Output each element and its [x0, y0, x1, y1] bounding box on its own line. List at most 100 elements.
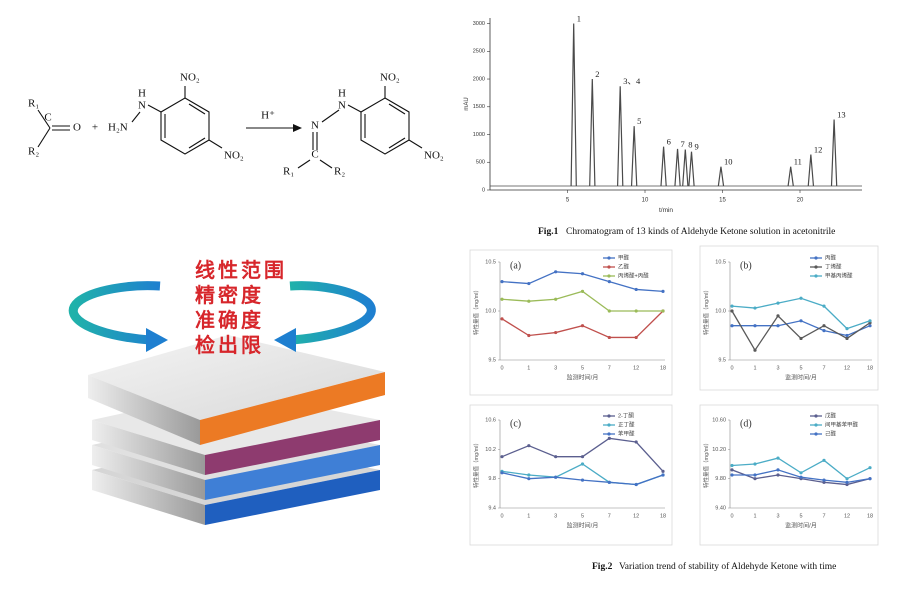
point: [730, 473, 734, 477]
x-tick-label: 20: [797, 198, 804, 204]
legend-marker: [814, 432, 818, 436]
panel-title: (d): [740, 418, 752, 429]
slab-side: [88, 375, 200, 445]
x-tick-label: 5: [581, 513, 584, 519]
point: [527, 473, 531, 477]
method-item: 线性范围: [195, 258, 287, 282]
peak: [688, 151, 695, 187]
point: [580, 478, 585, 482]
peak: [787, 166, 794, 187]
cycle-arrow: [68, 281, 161, 345]
y-tick-label: 2000: [473, 76, 485, 82]
line-chart: 9.40 9.80 10.20 10.60 0 1 3 5 7 12 18 监测时间/月 特性量值（mg…: [699, 404, 879, 546]
peak-label: 10: [724, 157, 733, 167]
point: [607, 480, 611, 484]
method-item: 检出限: [195, 333, 264, 357]
peak: [630, 126, 638, 187]
point: [554, 297, 558, 301]
legend-marker: [607, 265, 611, 269]
legend-marker: [814, 265, 818, 269]
peak-label: 12: [814, 144, 823, 154]
bond: [321, 109, 340, 123]
point: [554, 330, 558, 335]
y-tick-label: 9.40: [715, 505, 726, 511]
caption-label: Fig.1: [538, 227, 559, 237]
r1: R₁: [283, 166, 294, 178]
x-axis-label: 监测时间/月: [785, 522, 817, 530]
n: N: [311, 120, 319, 132]
x-tick-label: 5: [566, 198, 570, 204]
point: [753, 473, 757, 477]
point: [661, 473, 665, 477]
point: [753, 462, 757, 466]
point: [730, 324, 734, 328]
y-tick-label: 9.8: [488, 476, 496, 482]
point: [753, 348, 757, 352]
point: [753, 477, 757, 481]
bond: [147, 104, 162, 113]
point: [753, 306, 757, 310]
point: [868, 324, 872, 328]
panel-title: (b): [740, 260, 752, 271]
legend-label: 2-丁酮: [618, 412, 634, 419]
point: [776, 456, 780, 460]
point: [500, 471, 504, 475]
h: H: [138, 88, 146, 100]
x-tick-label: 18: [867, 365, 873, 371]
point: [527, 444, 531, 448]
carbon: C: [311, 149, 318, 161]
legend-marker: [814, 423, 818, 427]
point: [822, 478, 826, 482]
y-tick-label: 10.5: [485, 259, 496, 265]
bond: [388, 103, 406, 115]
r1: R₁: [28, 98, 39, 110]
x-tick-label: 0: [500, 513, 503, 519]
chart-frame: [699, 404, 879, 546]
slab-side: [92, 445, 205, 500]
point: [776, 314, 780, 318]
panel-title: (a): [510, 260, 521, 271]
legend-label: 苯甲醛: [618, 429, 635, 437]
legend-marker: [814, 274, 818, 278]
bond: [188, 137, 206, 149]
point: [868, 319, 872, 323]
point: [634, 440, 638, 444]
point: [822, 458, 826, 462]
point: [527, 477, 531, 481]
peak-label: 6: [667, 137, 671, 147]
point: [845, 482, 849, 487]
point: [527, 299, 531, 303]
peak-label: 11: [794, 157, 802, 167]
peak-label: 9: [695, 142, 699, 152]
series-line: [501, 290, 663, 312]
oxygen: O: [73, 122, 81, 134]
y-axis-label: 特性量值（mg/ml）: [472, 440, 480, 488]
x-tick-label: 3: [776, 513, 779, 519]
caption-label: Fig.2: [592, 562, 613, 572]
x-tick-label: 5: [581, 365, 584, 371]
r2: R₂: [28, 146, 39, 158]
point: [580, 289, 585, 293]
series-line: [731, 297, 871, 330]
peak-label: 2: [595, 69, 599, 79]
point: [799, 319, 803, 323]
y-axis-label: 特性量值（mg/ml）: [702, 440, 710, 488]
point: [634, 482, 638, 487]
catalyst: H⁺: [261, 110, 275, 122]
point: [730, 463, 734, 468]
point: [822, 480, 826, 484]
no2: NO₂: [224, 150, 244, 162]
legend-marker: [814, 414, 818, 418]
y-tick-label: 9.4: [488, 505, 496, 511]
legend-label: 间甲基苯甲醛: [825, 420, 859, 428]
point: [845, 477, 849, 481]
y-tick-label: 500: [476, 160, 485, 166]
slab-top: [88, 335, 385, 420]
point: [527, 281, 531, 286]
legend-label: 乙醛: [618, 262, 630, 270]
bond: [208, 139, 223, 149]
y-axis-label: mAU: [464, 97, 470, 110]
x-tick-label: 5: [799, 513, 802, 519]
peak: [660, 146, 667, 187]
